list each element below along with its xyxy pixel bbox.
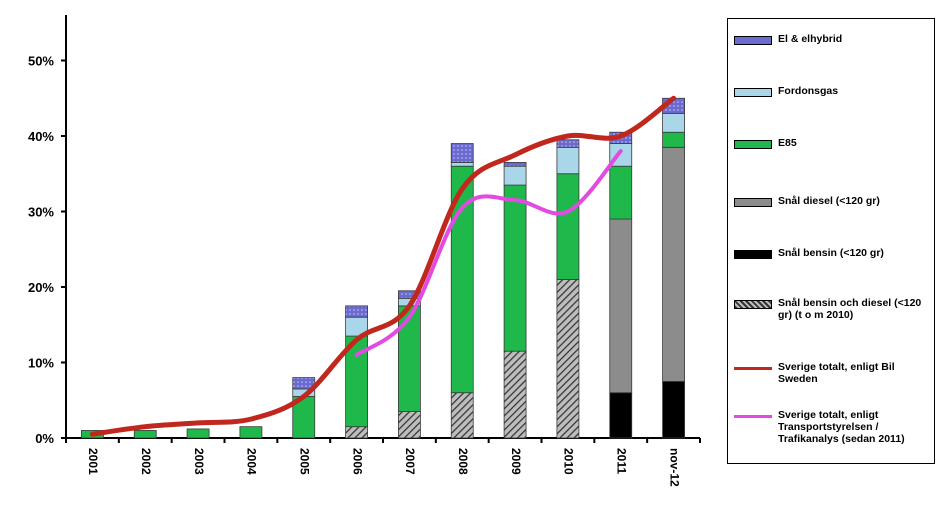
bar-segment — [556, 139, 580, 148]
bar-segment — [450, 143, 474, 163]
y-tick-label: 0% — [35, 431, 54, 446]
series-line — [354, 149, 623, 357]
legend-line-swatch — [734, 415, 772, 418]
bar-segment — [239, 426, 263, 439]
bar-segment — [398, 305, 421, 412]
legend: El & elhybrid Fordonsgas E85 Snål diesel (<… — [727, 18, 935, 464]
legend-item: Snål bensin och diesel (<120 gr) (t o m … — [734, 297, 932, 321]
bar-segment — [450, 392, 474, 439]
y-tick-label: 10% — [28, 356, 54, 371]
x-tick-label: 2010 — [562, 448, 576, 475]
legend-label: Snål bensin och diesel (<120 gr) (t o m … — [778, 297, 922, 321]
legend-swatch — [734, 36, 772, 45]
x-tick-label: 2001 — [86, 448, 100, 475]
x-tick-label: 2005 — [298, 448, 312, 475]
bars — [81, 97, 685, 439]
legend-label: Snål bensin (<120 gr) — [778, 247, 884, 259]
x-tick-label: 2009 — [509, 448, 523, 475]
y-tick-label: 20% — [28, 280, 54, 295]
bar-segment — [345, 426, 368, 439]
legend-label: El & elhybrid — [778, 33, 843, 45]
bar-segment — [133, 430, 157, 439]
bar-segment — [556, 279, 580, 439]
legend-item: E85 — [734, 137, 932, 149]
bar-segment — [503, 165, 527, 186]
bar-segment — [609, 218, 633, 394]
bar-segment — [503, 162, 527, 167]
legend-swatch — [734, 88, 772, 97]
x-tick-label: 2011 — [615, 448, 629, 474]
x-tick-label: 2004 — [245, 448, 259, 475]
bar-segment — [398, 411, 421, 439]
x-tick-label: 2008 — [456, 448, 470, 475]
legend-label: E85 — [778, 137, 797, 149]
bar-segment — [556, 146, 580, 175]
lines — [89, 95, 677, 437]
bar-segment — [609, 392, 633, 439]
bar-segment — [662, 131, 685, 148]
legend-swatch — [734, 140, 772, 149]
legend-swatch — [734, 250, 772, 259]
bar-segment — [609, 165, 633, 220]
y-tick-label: 40% — [28, 129, 54, 144]
bar-segment — [662, 380, 685, 439]
legend-item: Sverige totalt, enligt Bil Sweden — [734, 361, 932, 385]
legend-item: Snål bensin (<120 gr) — [734, 247, 932, 259]
x-tick-label: nov-12 — [667, 448, 681, 487]
bar-segment — [450, 162, 474, 167]
legend-label: Fordonsgas — [778, 85, 839, 97]
legend-swatch — [734, 300, 772, 309]
legend-item: Fordonsgas — [734, 85, 932, 97]
legend-item: Snål diesel (<120 gr) — [734, 195, 932, 207]
bar-segment — [556, 173, 580, 280]
bar-segment — [345, 305, 368, 318]
y-tick-label: 50% — [28, 54, 54, 69]
bar-segment — [503, 350, 527, 439]
legend-line-swatch — [734, 367, 772, 370]
legend-item: El & elhybrid — [734, 33, 932, 45]
series-line — [89, 95, 677, 437]
legend-label: Sverige totalt, enligt Bil Sweden — [778, 361, 895, 385]
legend-label: Sverige totalt, enligt Transportstyrelse… — [778, 409, 905, 445]
bar-segment — [662, 112, 685, 133]
y-tick-label: 30% — [28, 205, 54, 220]
x-tick-label: 2006 — [350, 448, 364, 475]
axes: 0% 10% 20% 30% 40% 50% 2001 2002 2003 2004 2005 200… — [28, 15, 701, 487]
bar-segment — [503, 184, 527, 352]
x-tick-label: 2007 — [403, 448, 417, 475]
legend-label: Snål diesel (<120 gr) — [778, 195, 880, 207]
bar-segment — [662, 146, 685, 382]
legend-swatch — [734, 198, 772, 207]
x-tick-label: 2002 — [139, 448, 153, 475]
x-tick-label: 2003 — [192, 448, 206, 475]
bar-segment — [186, 428, 210, 439]
legend-item: Sverige totalt, enligt Transportstyrelse… — [734, 409, 932, 445]
